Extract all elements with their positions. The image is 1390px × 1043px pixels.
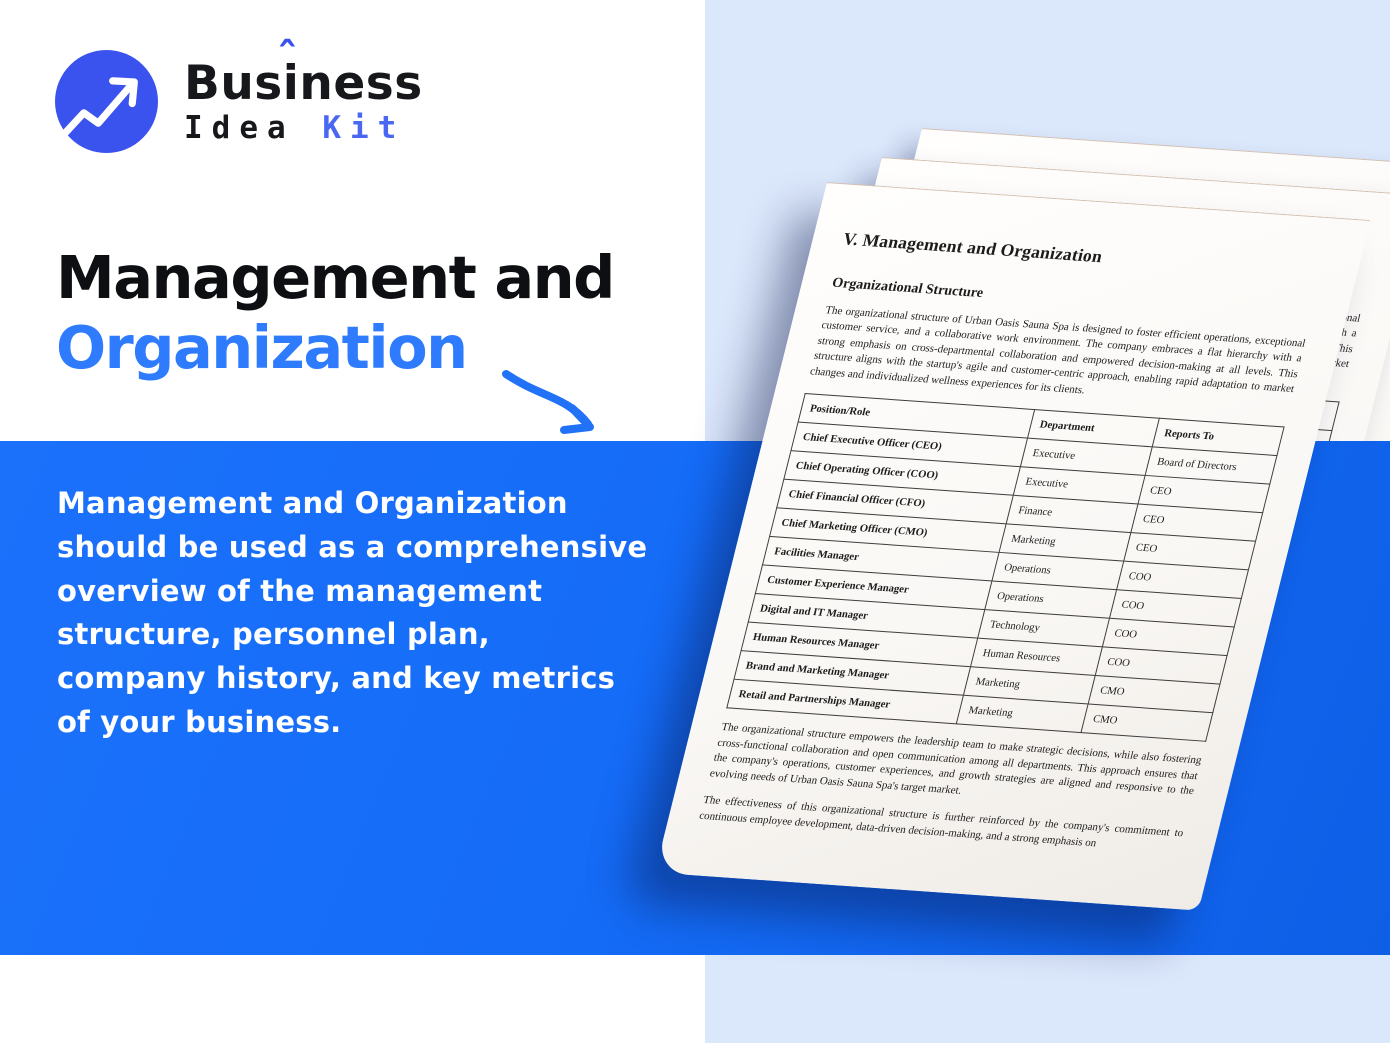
page-title: Management and Organization [56, 243, 615, 382]
brand-logo: Bus ˆ iness Idea Kit [55, 33, 423, 153]
curved-arrow-icon [502, 370, 594, 434]
brand-name-bottom: Idea Kit [184, 109, 406, 146]
brand-name-top: Bus ˆ iness [184, 33, 423, 111]
org-structure-table: Position/Role Department Reports To Chie… [726, 393, 1284, 742]
doc-title: V. Management and Organization [840, 228, 1105, 267]
trend-arrow-icon [55, 50, 158, 153]
brand-name: Bus ˆ iness Idea Kit [184, 33, 423, 146]
doc-paragraph-1: The organizational structure of Urban Oa… [808, 304, 1307, 397]
page-title-line2: Organization [56, 312, 468, 382]
page-title-line1: Management and [56, 243, 615, 312]
description-text: Management and Organization should be us… [57, 486, 648, 739]
